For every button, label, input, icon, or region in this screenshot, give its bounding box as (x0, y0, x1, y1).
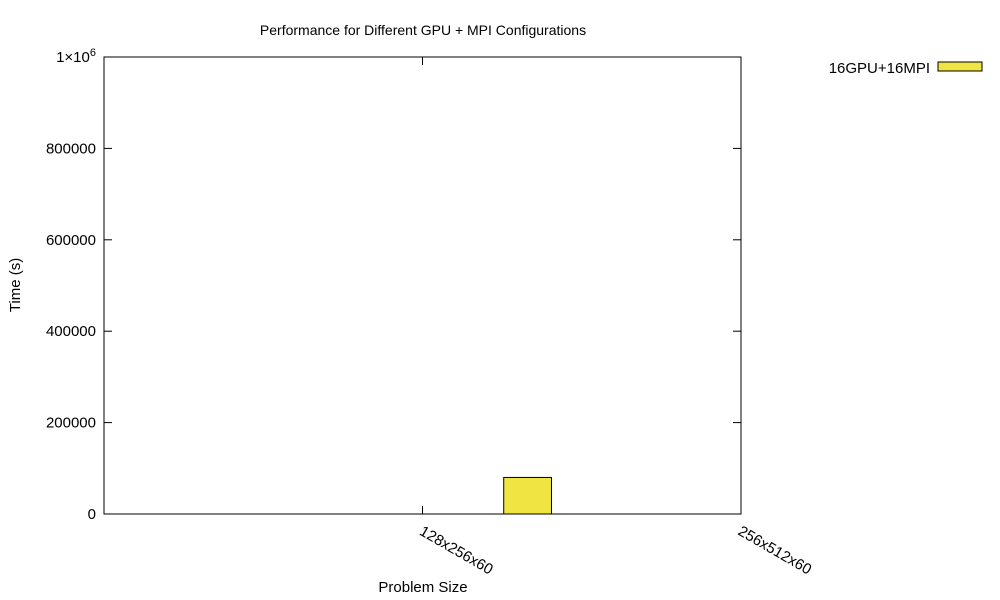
y-tick-label: 1×106 (56, 47, 96, 66)
bars (503, 476, 552, 515)
x-axis-label: Problem Size (378, 579, 467, 596)
y-tick-label: 200000 (46, 415, 96, 432)
y-axis-label: Time (s) (7, 258, 24, 312)
y-tick-label: 600000 (46, 232, 96, 249)
legend-label: 16GPU+16MPI (829, 60, 930, 77)
x-tick-label: 128x256x60 (417, 523, 496, 579)
x-axis: 128x256x60 256x512x60 (417, 57, 814, 579)
y-tick-label: 0 (88, 506, 96, 523)
chart-title: Performance for Different GPU + MPI Conf… (260, 22, 586, 38)
legend-swatch (937, 61, 983, 72)
x-tick-label: 256x512x60 (735, 523, 814, 579)
y-tick-label: 800000 (46, 140, 96, 157)
y-axis: 0 200000 400000 600000 800000 1×106 (46, 47, 741, 523)
y-tick-label: 400000 (46, 323, 96, 340)
y-tick-label-exponent: 6 (90, 47, 96, 59)
legend: 16GPU+16MPI (829, 60, 983, 77)
plot-area-frame (103, 56, 742, 515)
bar (503, 476, 552, 515)
